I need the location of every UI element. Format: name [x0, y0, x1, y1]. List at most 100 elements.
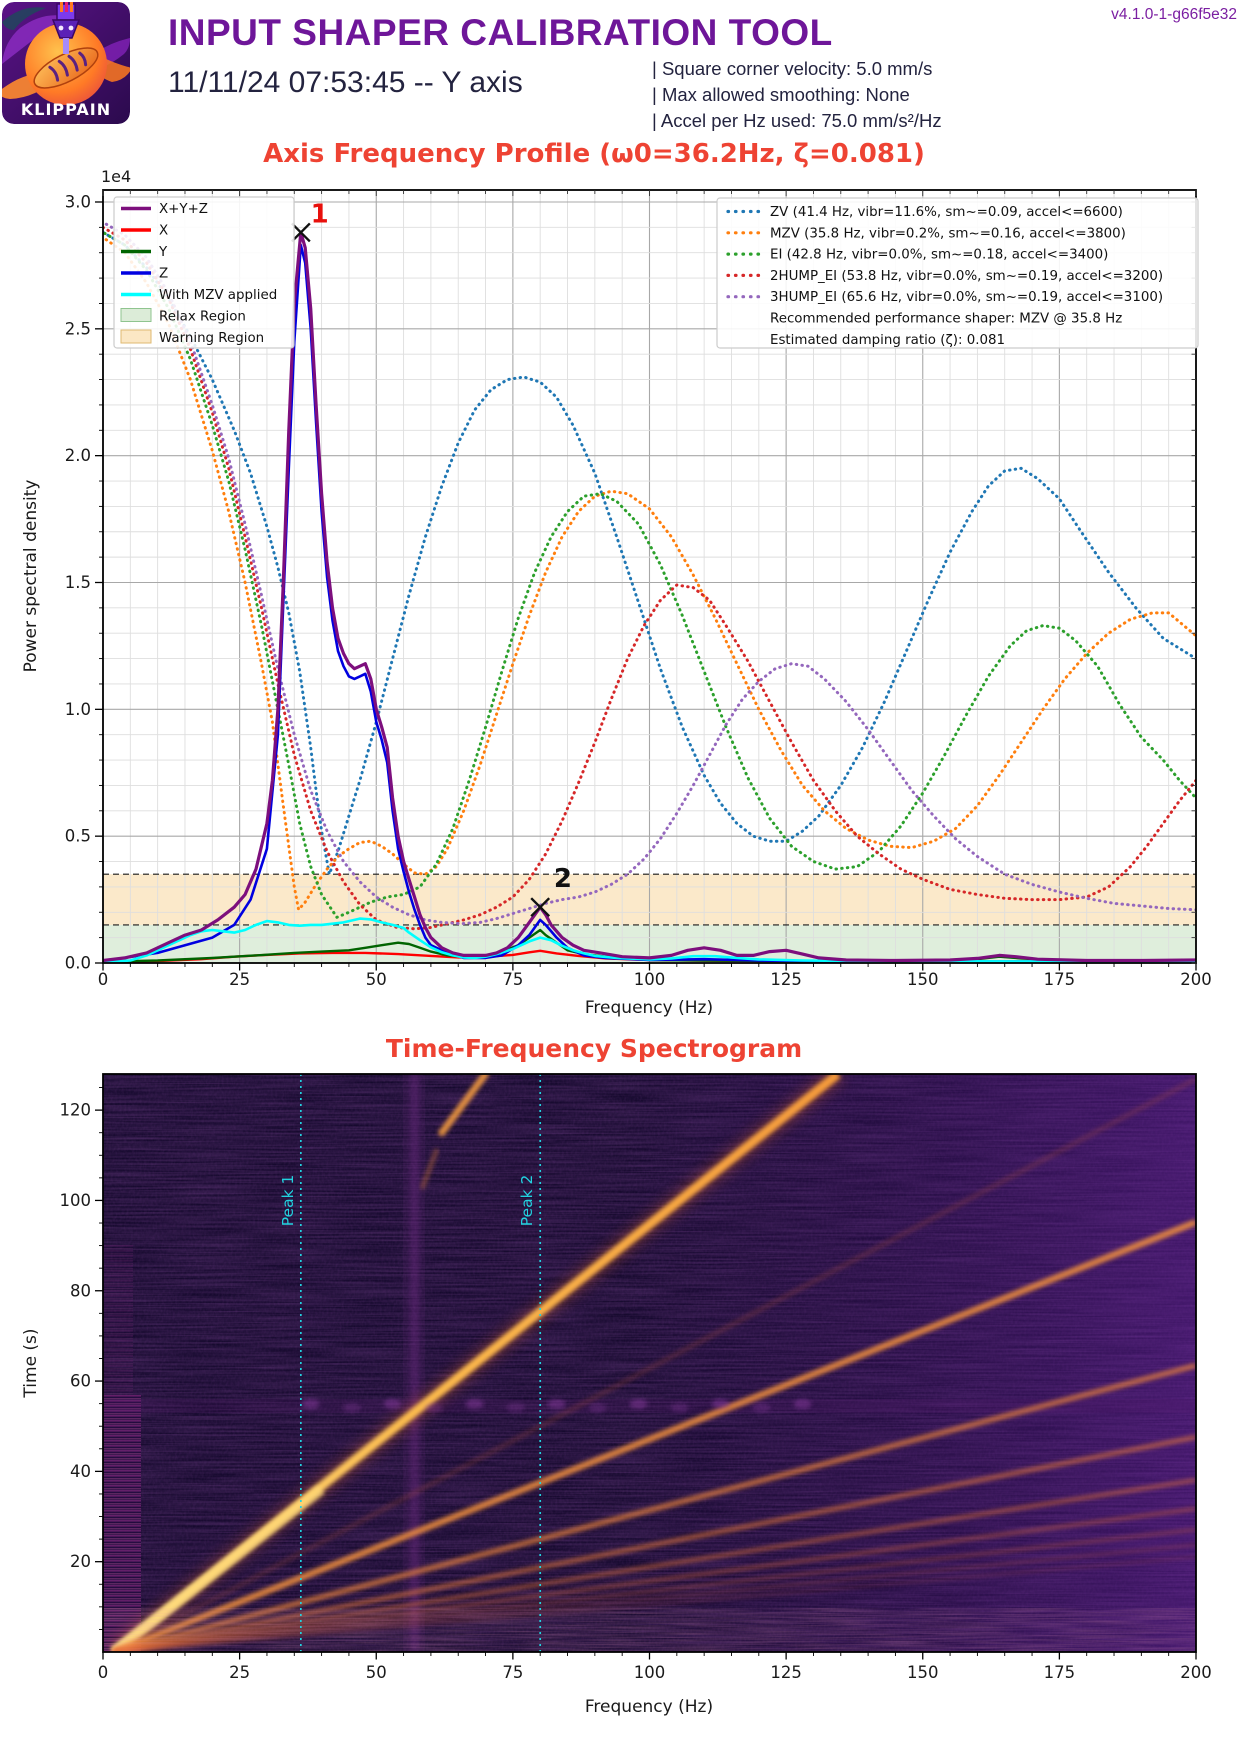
spectrogram-bottom-noise	[103, 1608, 1196, 1652]
spectrogram-vertical-band-core	[410, 1074, 419, 1652]
measurement-info-block: | Square corner velocity: 5.0 mm/s | Max…	[652, 56, 942, 134]
legend-item-label: Y	[158, 245, 168, 260]
spec-y-tick-label: 120	[60, 1101, 92, 1120]
spec-x-tick-label: 125	[770, 1663, 802, 1682]
legend-shaper-label: MZV (35.8 Hz, vibr=0.2%, sm~=0.16, accel…	[770, 226, 1126, 241]
peak-number-label: 1	[311, 199, 329, 229]
spec-x-tick-label: 175	[1044, 1663, 1076, 1682]
legend-shaper-label: 2HUMP_EI (53.8 Hz, vibr=0.0%, sm~=0.19, …	[770, 269, 1163, 284]
psd-chart-title: Axis Frequency Profile (ω0=36.2Hz, ζ=0.0…	[263, 139, 925, 169]
x-tick-label: 100	[634, 970, 666, 989]
spectrogram-title: Time-Frequency Spectrogram	[386, 1034, 802, 1063]
peak-marker-x	[530, 897, 551, 918]
artifact-blob	[301, 1398, 320, 1409]
legend-item-label: With MZV applied	[159, 288, 277, 303]
harmonic-1_5x	[112, 1076, 1196, 1652]
datetime-axis-label: 11/11/24 07:53:45 -- Y axis	[168, 66, 523, 99]
spec-x-tick-label: 100	[634, 1663, 666, 1682]
peak-marker-x	[290, 222, 311, 243]
klippain-logo: KLIPPAIN	[2, 2, 130, 124]
y-tick-label: 1.0	[65, 700, 91, 719]
y-tick-label: 2.5	[65, 319, 91, 338]
legend-shaper-label: 3HUMP_EI (65.6 Hz, vibr=0.0%, sm~=0.19, …	[770, 290, 1163, 305]
artifact-blob	[383, 1398, 402, 1409]
legend-item-label: Z	[159, 267, 168, 282]
spectrogram-heatmap: Peak 1 Peak 2 0 25 50 75 100 125 150 175 200 20 40 6…	[60, 1073, 1212, 1682]
legend-shaper-label: ZV (41.4 Hz, vibr=11.6%, sm~=0.09, accel…	[770, 205, 1123, 220]
page-title: INPUT SHAPER CALIBRATION TOOL	[168, 12, 833, 53]
spec-x-tick-label: 150	[907, 1663, 939, 1682]
y-tick-label: 3.0	[65, 192, 91, 211]
logo-nozzle	[51, 2, 81, 54]
legend-item-label: Warning Region	[159, 331, 264, 346]
psd-legend-shapers: ZV (41.4 Hz, vibr=11.6%, sm~=0.09, accel…	[716, 197, 1199, 349]
psd-offset-label: 1e4	[101, 167, 131, 186]
spectrogram-x-axis-label: Frequency (Hz)	[585, 1697, 713, 1717]
artifact-blob	[424, 1402, 443, 1413]
artifact-blob	[629, 1398, 648, 1409]
legend-box	[716, 197, 1199, 349]
psd-y-axis-label: Power spectral density	[21, 480, 41, 673]
logo-swirl	[2, 7, 46, 30]
x-tick-label: 50	[366, 970, 387, 989]
legend-item-label: X+Y+Z	[159, 202, 208, 217]
info-accel-per-hz: | Accel per Hz used: 75.0 mm/s²/Hz	[652, 110, 942, 131]
curve-z_axis_psd	[103, 243, 1196, 963]
artifact-blob	[465, 1398, 484, 1409]
x-tick-label: 25	[229, 970, 250, 989]
info-square-corner-velocity: | Square corner velocity: 5.0 mm/s	[652, 58, 933, 79]
spec-y-tick-label: 40	[70, 1462, 91, 1481]
legend-shaper-label: Estimated damping ratio (ζ): 0.081	[770, 333, 1005, 348]
logo-wordmark: KLIPPAIN	[21, 100, 111, 119]
curve-two_hump_ei_shaper	[103, 225, 1196, 931]
curve-xyz_sum_psd	[103, 230, 1196, 963]
psd-legend-series: X+Y+Z XYZ With MZV applied Relax Region Warn…	[113, 196, 295, 349]
spec-y-tick-label: 60	[70, 1372, 91, 1391]
psd-axes: 0 25 50 75 100 125 150 175 200 0.0 0.5 1.0 1.5 2.0 2.5…	[65, 189, 1212, 989]
legend-item-label: X	[159, 224, 168, 239]
spec-x-tick-label: 50	[366, 1663, 387, 1682]
legend-patch-swatch	[120, 308, 152, 322]
peak-line-label: Peak 1	[279, 1175, 297, 1227]
y-tick-label: 0.0	[65, 954, 91, 973]
x-tick-label: 175	[1044, 970, 1076, 989]
y-tick-label: 1.5	[65, 573, 91, 592]
spectrogram-artifact-row-band	[103, 1399, 1196, 1413]
legend-shaper-label: EI (42.8 Hz, vibr=0.0%, sm~=0.18, accel<…	[770, 248, 1108, 263]
legend-patch-swatch	[120, 329, 152, 344]
peak-line-label: Peak 2	[518, 1175, 536, 1227]
spec-y-tick-label: 20	[70, 1552, 91, 1571]
spectrogram-y-axis-label: Time (s)	[21, 1328, 41, 1398]
x-tick-label: 125	[770, 970, 802, 989]
legend-item-label: Relax Region	[159, 310, 246, 325]
spectrogram-low-freq-stripes-faint	[103, 1245, 133, 1395]
psd-x-axis-label: Frequency (Hz)	[585, 998, 713, 1018]
legend-shaper-label: Recommended performance shaper: MZV @ 35…	[770, 312, 1122, 327]
harmonic-3x	[113, 1362, 1196, 1652]
artifact-blob	[752, 1402, 771, 1413]
version-label: v4.1.0-1-g66f5e32	[1111, 6, 1237, 23]
spectrogram-peak-markers: Peak 1 Peak 2	[279, 1074, 542, 1652]
y-tick-label: 2.0	[65, 446, 91, 465]
artifact-blob	[342, 1402, 361, 1413]
artifact-blob	[588, 1402, 607, 1413]
artifact-blip	[438, 1074, 490, 1137]
artifact-blob	[670, 1402, 689, 1413]
harmonic-2x	[112, 1219, 1196, 1652]
spectrogram-axes: 0 25 50 75 100 125 150 175 200 20 40 60 80 100 120	[60, 1087, 1212, 1682]
curve-ei_shaper	[103, 230, 1196, 919]
curve-mzv_shaper	[103, 236, 1196, 912]
y-tick-label: 0.5	[65, 827, 91, 846]
spec-y-tick-label: 80	[70, 1281, 91, 1300]
curve-three_hump_ei_shaper	[103, 220, 1196, 926]
x-tick-label: 200	[1180, 970, 1212, 989]
info-max-smoothing: | Max allowed smoothing: None	[652, 84, 910, 105]
spec-x-tick-label: 75	[502, 1663, 523, 1682]
spec-x-tick-label: 200	[1180, 1663, 1212, 1682]
psd-curves	[103, 220, 1196, 963]
artifact-blip	[420, 1148, 439, 1190]
peak-number-label: 2	[554, 864, 572, 894]
artifact-blob	[711, 1398, 730, 1409]
